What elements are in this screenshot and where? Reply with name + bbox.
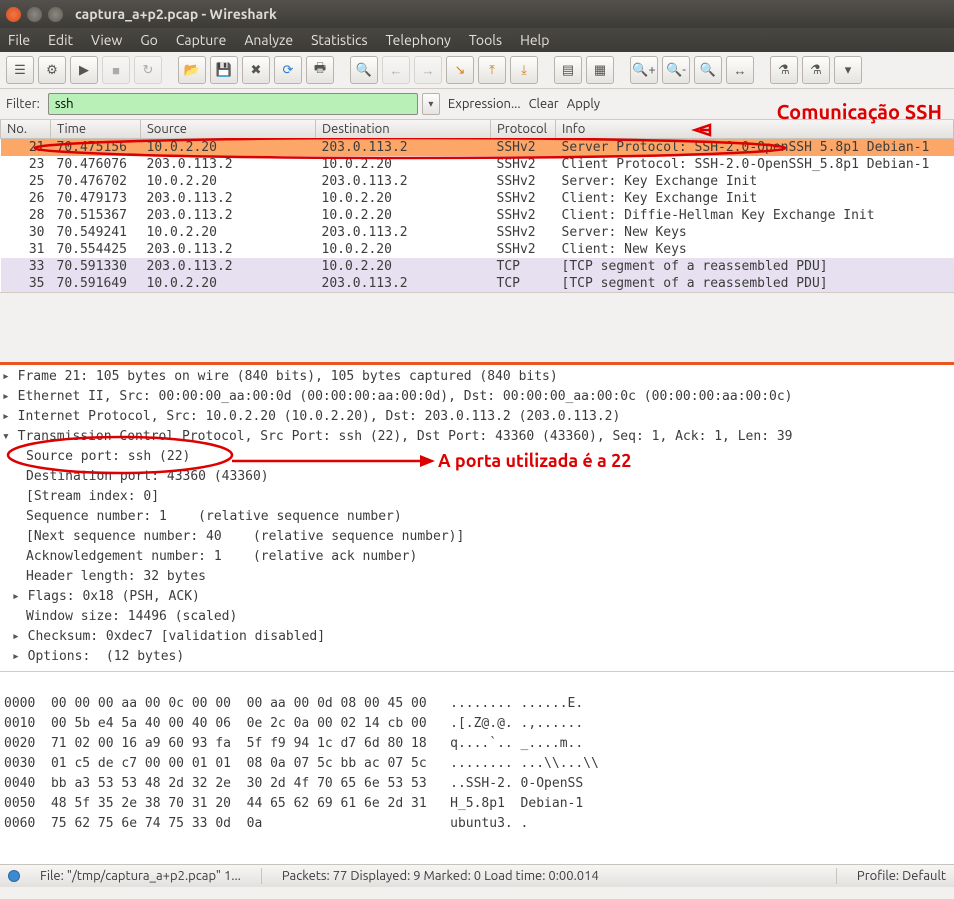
- maximize-icon[interactable]: [48, 7, 63, 22]
- filter-input[interactable]: [48, 93, 418, 115]
- close-icon[interactable]: [6, 7, 21, 22]
- detail-dst-port[interactable]: Destination port: 43360 (43360): [2, 467, 952, 487]
- detail-options[interactable]: Options: (12 bytes): [2, 647, 952, 667]
- annotation-ssh-label: Comunicação SSH: [777, 100, 942, 123]
- packet-list-pane: Comunicação SSH No. Time Source Destinat…: [0, 120, 954, 292]
- table-row[interactable]: 2670.479173203.0.113.210.0.2.20SSHv2Clie…: [1, 190, 954, 207]
- table-row[interactable]: 2570.47670210.0.2.20203.0.113.2SSHv2Serv…: [1, 173, 954, 190]
- detail-seq[interactable]: Sequence number: 1 (relative sequence nu…: [2, 507, 952, 527]
- forward-icon[interactable]: →: [414, 56, 442, 84]
- statusbar: File: "/tmp/captura_a+p2.pcap" 1... Pack…: [0, 864, 954, 887]
- table-row[interactable]: 3170.554425203.0.113.210.0.2.20SSHv2Clie…: [1, 241, 954, 258]
- status-dot-icon: [8, 870, 20, 882]
- table-row[interactable]: 2870.515367203.0.113.210.0.2.20SSHv2Clie…: [1, 207, 954, 224]
- hex-line[interactable]: 0030 01 c5 de c7 00 00 01 01 08 0a 07 5c…: [4, 754, 950, 774]
- detail-ack[interactable]: Acknowledgement number: 1 (relative ack …: [2, 547, 952, 567]
- table-row[interactable]: 2370.476076203.0.113.210.0.2.20SSHv2Clie…: [1, 156, 954, 173]
- detail-tcp[interactable]: Transmission Control Protocol, Src Port:…: [2, 427, 952, 447]
- table-row[interactable]: 2170.47515610.0.2.20203.0.113.2SSHv2Serv…: [1, 139, 954, 157]
- hex-line[interactable]: 0050 48 5f 35 2e 38 70 31 20 44 65 62 69…: [4, 794, 950, 814]
- filter-clear-button[interactable]: Clear: [529, 97, 559, 111]
- table-row[interactable]: 3370.591330203.0.113.210.0.2.20TCP[TCP s…: [1, 258, 954, 275]
- filter-apply-button[interactable]: Apply: [567, 97, 600, 111]
- detail-stream[interactable]: [Stream index: 0]: [2, 487, 952, 507]
- zoom-in-icon[interactable]: 🔍+: [630, 56, 658, 84]
- col-time[interactable]: Time: [51, 120, 141, 139]
- col-destination[interactable]: Destination: [316, 120, 491, 139]
- filter-expression-button[interactable]: Expression...: [448, 97, 521, 111]
- filter-dropdown-icon[interactable]: ▾: [422, 93, 440, 115]
- autoscroll-icon[interactable]: ▦: [586, 56, 614, 84]
- menu-capture[interactable]: Capture: [176, 32, 227, 48]
- minimize-icon[interactable]: [27, 7, 42, 22]
- coloring-rules-icon[interactable]: ▾: [834, 56, 862, 84]
- menu-view[interactable]: View: [91, 32, 122, 48]
- menu-telephony[interactable]: Telephony: [386, 32, 451, 48]
- stop-capture-icon[interactable]: ■: [102, 56, 130, 84]
- menu-file[interactable]: File: [8, 32, 30, 48]
- open-icon[interactable]: 📂: [178, 56, 206, 84]
- goto-first-icon[interactable]: ⤒: [478, 56, 506, 84]
- hex-line[interactable]: 0040 bb a3 53 53 48 2d 32 2e 30 2d 4f 70…: [4, 774, 950, 794]
- zoom-reset-icon[interactable]: 🔍: [694, 56, 722, 84]
- filter-label: Filter:: [6, 97, 40, 111]
- detail-winsize[interactable]: Window size: 14496 (scaled): [2, 607, 952, 627]
- status-profile: Profile: Default: [857, 869, 946, 883]
- detail-flags[interactable]: Flags: 0x18 (PSH, ACK): [2, 587, 952, 607]
- detail-nextseq[interactable]: [Next sequence number: 40 (relative sequ…: [2, 527, 952, 547]
- detail-checksum[interactable]: Checksum: 0xdec7 [validation disabled]: [2, 627, 952, 647]
- menu-help[interactable]: Help: [520, 32, 549, 48]
- reload-icon[interactable]: ⟳: [274, 56, 302, 84]
- detail-hdrlen[interactable]: Header length: 32 bytes: [2, 567, 952, 587]
- menu-tools[interactable]: Tools: [469, 32, 502, 48]
- window-title: captura_a+p2.pcap - Wireshark: [75, 6, 277, 22]
- print-icon[interactable]: 🖶: [306, 56, 334, 84]
- pane-gap: [0, 292, 954, 362]
- col-protocol[interactable]: Protocol: [491, 120, 556, 139]
- detail-eth[interactable]: Ethernet II, Src: 00:00:00_aa:00:0d (00:…: [2, 387, 952, 407]
- goto-icon[interactable]: ↘: [446, 56, 474, 84]
- menu-statistics[interactable]: Statistics: [311, 32, 367, 48]
- hex-line[interactable]: 0010 00 5b e4 5a 40 00 40 06 0e 2c 0a 00…: [4, 714, 950, 734]
- zoom-out-icon[interactable]: 🔍-: [662, 56, 690, 84]
- menu-edit[interactable]: Edit: [48, 32, 73, 48]
- close-file-icon[interactable]: ✖: [242, 56, 270, 84]
- back-icon[interactable]: ←: [382, 56, 410, 84]
- packet-table[interactable]: No. Time Source Destination Protocol Inf…: [0, 120, 954, 292]
- hex-line[interactable]: 0060 75 62 75 6e 74 75 33 0d 0a ubuntu3.…: [4, 814, 950, 834]
- capture-filters-icon[interactable]: ⚗: [770, 56, 798, 84]
- table-row[interactable]: 3070.54924110.0.2.20203.0.113.2SSHv2Serv…: [1, 224, 954, 241]
- hex-line[interactable]: 0000 00 00 00 aa 00 0c 00 00 00 aa 00 0d…: [4, 694, 950, 714]
- detail-src-port[interactable]: Source port: ssh (22): [2, 447, 952, 467]
- col-no[interactable]: No.: [1, 120, 51, 139]
- restart-capture-icon[interactable]: ↻: [134, 56, 162, 84]
- col-source[interactable]: Source: [141, 120, 316, 139]
- menubar: File Edit View Go Capture Analyze Statis…: [0, 28, 954, 52]
- hex-line[interactable]: 0020 71 02 00 16 a9 60 93 fa 5f f9 94 1c…: [4, 734, 950, 754]
- table-row[interactable]: 3570.59164910.0.2.20203.0.113.2TCP[TCP s…: [1, 275, 954, 292]
- goto-last-icon[interactable]: ⤓: [510, 56, 538, 84]
- detail-ip[interactable]: Internet Protocol, Src: 10.0.2.20 (10.0.…: [2, 407, 952, 427]
- options-icon[interactable]: ⚙: [38, 56, 66, 84]
- window-titlebar: captura_a+p2.pcap - Wireshark: [0, 0, 954, 28]
- display-filters-icon[interactable]: ⚗: [802, 56, 830, 84]
- packet-details-pane[interactable]: Frame 21: 105 bytes on wire (840 bits), …: [0, 365, 954, 672]
- save-icon[interactable]: 💾: [210, 56, 238, 84]
- packet-bytes-pane[interactable]: 0000 00 00 00 aa 00 0c 00 00 00 aa 00 0d…: [0, 672, 954, 864]
- interfaces-icon[interactable]: ☰: [6, 56, 34, 84]
- menu-go[interactable]: Go: [140, 32, 157, 48]
- menu-analyze[interactable]: Analyze: [244, 32, 293, 48]
- colorize-icon[interactable]: ▤: [554, 56, 582, 84]
- find-icon[interactable]: 🔍: [350, 56, 378, 84]
- start-capture-icon[interactable]: ▶: [70, 56, 98, 84]
- resize-cols-icon[interactable]: ↔: [726, 56, 754, 84]
- main-toolbar: ☰ ⚙ ▶ ■ ↻ 📂 💾 ✖ ⟳ 🖶 🔍 ← → ↘ ⤒ ⤓ ▤ ▦ 🔍+ 🔍…: [0, 52, 954, 89]
- detail-frame[interactable]: Frame 21: 105 bytes on wire (840 bits), …: [2, 367, 952, 387]
- status-packets: Packets: 77 Displayed: 9 Marked: 0 Load …: [282, 869, 599, 883]
- status-file: File: "/tmp/captura_a+p2.pcap" 1...: [40, 869, 241, 883]
